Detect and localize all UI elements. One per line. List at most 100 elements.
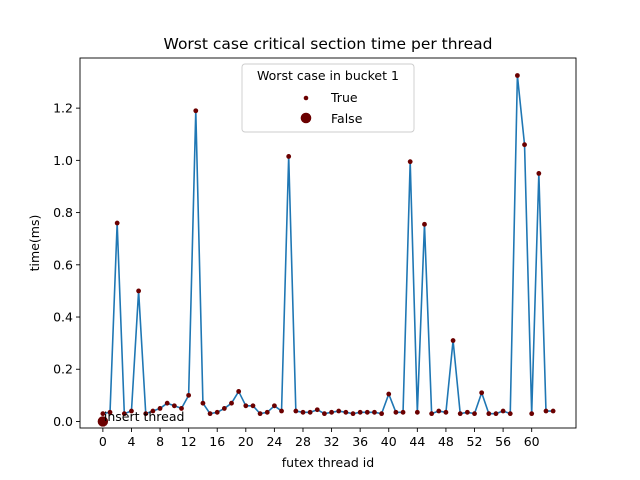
data-point-61 — [536, 171, 542, 176]
data-point-57 — [507, 411, 513, 417]
data-point-16 — [214, 409, 220, 415]
y-tick-label-5: 1.0 — [53, 153, 73, 168]
data-point-14 — [200, 400, 206, 406]
data-point-25 — [279, 408, 284, 414]
x-axis-label: futex thread id — [282, 455, 374, 470]
insert-thread-annotation: insert thread — [104, 409, 185, 424]
data-point-9 — [164, 400, 170, 406]
plot-area — [79, 57, 577, 429]
data-point-17 — [221, 406, 227, 411]
data-point-32 — [329, 409, 334, 415]
y-tick-label-2: 0.4 — [53, 310, 73, 325]
data-point-37 — [364, 409, 370, 415]
data-point-31 — [322, 411, 327, 417]
data-point-10 — [171, 403, 177, 409]
data-point-0 — [100, 411, 106, 417]
x-tick-label-9: 36 — [352, 434, 368, 449]
data-point-15 — [207, 411, 213, 417]
data-point-3 — [121, 411, 127, 417]
data-point-44 — [414, 409, 420, 415]
data-point-4 — [129, 408, 134, 414]
data-point-20 — [243, 403, 249, 409]
x-tick-label-5: 20 — [238, 434, 254, 449]
legend-label-false: False — [331, 111, 363, 126]
data-point-5 — [136, 288, 142, 294]
data-point-18 — [229, 400, 234, 406]
x-tick-label-1: 4 — [127, 434, 135, 449]
x-tick-label-4: 16 — [209, 434, 225, 449]
data-point-24 — [271, 403, 277, 409]
data-point-49 — [450, 338, 456, 343]
x-tick-label-6: 24 — [266, 434, 282, 449]
data-point-1 — [107, 409, 113, 415]
data-point-21 — [250, 403, 256, 409]
data-point-26 — [286, 154, 292, 159]
data-point-35 — [350, 411, 356, 417]
data-point-11 — [179, 406, 184, 411]
data-point-28 — [300, 409, 306, 415]
data-point-55 — [493, 411, 499, 417]
data-point-13 — [193, 108, 199, 114]
x-tick-label-2: 8 — [156, 434, 164, 449]
data-point-56 — [500, 408, 506, 414]
y-tick-label-0: 0.0 — [53, 414, 73, 429]
x-tick-label-15: 60 — [524, 434, 540, 449]
x-tick-label-10: 40 — [381, 434, 397, 449]
data-point-23 — [264, 409, 270, 415]
x-tick-label-13: 52 — [467, 434, 483, 449]
data-point-43 — [407, 159, 413, 165]
data-point-54 — [486, 411, 492, 417]
data-point-8 — [157, 406, 163, 411]
y-tick-label-3: 0.6 — [53, 257, 73, 272]
x-tick-label-8: 32 — [324, 434, 340, 449]
legend-box — [241, 63, 415, 133]
legend-label-true: True — [330, 90, 358, 105]
data-point-40 — [386, 391, 392, 397]
data-point-62 — [543, 408, 549, 414]
data-point-33 — [336, 408, 342, 414]
legend-title: Worst case in bucket 1 — [257, 68, 399, 83]
data-point-52 — [472, 411, 477, 417]
data-point-46 — [429, 411, 435, 417]
data-point-59 — [522, 142, 527, 148]
x-tick-label-12: 48 — [438, 434, 454, 449]
data-point-39 — [379, 411, 385, 417]
data-point-41 — [393, 409, 399, 415]
data-point-47 — [436, 408, 442, 414]
chart-title: Worst case critical section time per thr… — [164, 35, 493, 53]
data-point-36 — [357, 409, 363, 415]
y-tick-label-4: 0.8 — [53, 205, 73, 220]
data-point-38 — [372, 409, 377, 415]
data-point-45 — [422, 221, 427, 227]
legend-marker-true — [303, 95, 309, 101]
data-point-34 — [343, 409, 349, 415]
insert-thread-point — [97, 416, 109, 427]
legend: Worst case in bucket 1 True False — [241, 63, 415, 133]
data-point-6 — [143, 411, 149, 417]
data-point-22 — [257, 411, 263, 417]
data-point-63 — [550, 408, 556, 414]
data-point-50 — [457, 411, 463, 417]
data-point-27 — [293, 408, 299, 414]
data-point-48 — [443, 409, 449, 415]
y-tick-label-1: 0.2 — [53, 362, 73, 377]
series-line-0 — [102, 74, 554, 415]
x-tick-label-3: 12 — [181, 434, 197, 449]
data-point-53 — [479, 390, 485, 396]
x-tick-label-7: 28 — [295, 434, 311, 449]
data-point-7 — [150, 408, 156, 414]
data-point-58 — [514, 73, 520, 78]
data-point-42 — [400, 409, 406, 415]
x-tick-label-11: 44 — [409, 434, 425, 449]
legend-marker-false — [300, 112, 312, 124]
data-point-29 — [307, 409, 313, 415]
y-tick-label-6: 1.2 — [53, 101, 73, 116]
y-axis-label: time(ms) — [27, 215, 42, 272]
data-point-51 — [464, 409, 470, 415]
x-tick-label-14: 56 — [495, 434, 511, 449]
data-point-19 — [236, 389, 242, 394]
x-tick-label-0: 0 — [99, 434, 107, 449]
data-point-60 — [529, 411, 535, 417]
data-point-2 — [114, 220, 120, 226]
